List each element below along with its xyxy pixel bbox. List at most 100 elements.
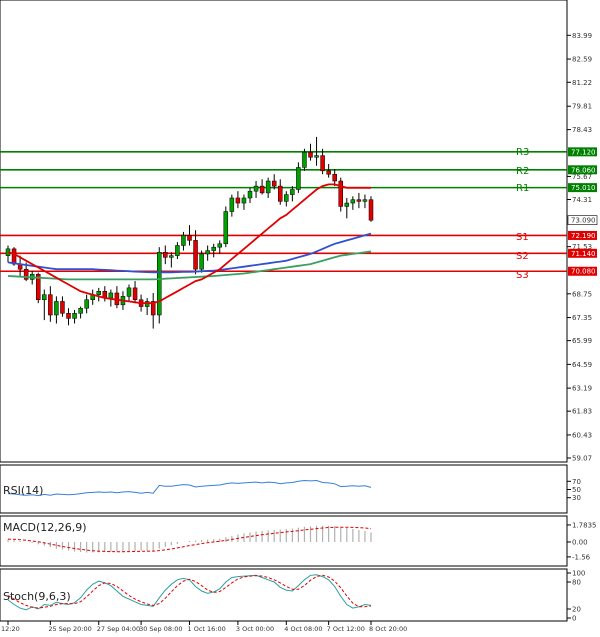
candle-body (78, 307, 83, 314)
candle-body (271, 180, 277, 187)
candle-body (66, 313, 71, 319)
candle-body (132, 287, 138, 300)
candle-body (338, 180, 343, 207)
level-label-s3: S3 (516, 270, 529, 281)
macd-tick-label: 0.00 (572, 538, 588, 546)
candle-body (302, 151, 307, 168)
ma-blue-line (7, 232, 372, 274)
y-tick-label: 78.43 (572, 126, 592, 134)
level-price-tag-text: 72.190 (571, 232, 596, 240)
macd-label: MACD(12,26,9) (3, 521, 87, 534)
level-label-s2: S2 (516, 251, 529, 262)
main-panel-frame (0, 0, 568, 463)
candle-body (205, 250, 210, 255)
y-tick-label: 75.67 (572, 173, 592, 181)
candle-body (42, 294, 47, 300)
stoch-panel-frame (0, 568, 568, 622)
candle-body (193, 240, 198, 270)
candle-body (235, 197, 241, 204)
candle-body (72, 313, 77, 319)
level-price-tag-r3 (568, 147, 597, 157)
macd-signal-line (7, 526, 372, 553)
candle-body (368, 199, 374, 221)
y-tick-label: 74.31 (572, 196, 592, 204)
level-price-tag-r2 (568, 165, 597, 175)
candle-body (11, 248, 17, 265)
candle-body (247, 190, 253, 199)
x-tick-label: 12:20 (1, 625, 20, 633)
ma-green-line (7, 250, 372, 281)
candle-body (181, 235, 186, 246)
candle-body (223, 211, 229, 245)
candle-body (60, 301, 65, 314)
candle-body (259, 185, 265, 194)
x-tick-label: 30 Sep 08:00 (139, 625, 182, 633)
candle-body (356, 199, 362, 202)
candle-body (253, 185, 259, 192)
macd-tick-label: -1.56 (572, 553, 591, 561)
level-price-tag-s1 (568, 230, 597, 240)
rsi-tick-label: 50 (572, 486, 581, 494)
ma-red-line (7, 183, 371, 305)
candle-body (169, 255, 174, 258)
y-tick-label: 79.81 (572, 103, 592, 111)
y-tick-label: 82.59 (572, 56, 592, 64)
x-tick-label: 1 Oct 16:00 (188, 625, 226, 633)
stoch-tick-label: 20 (572, 606, 581, 614)
y-tick-label: 60.43 (572, 431, 592, 439)
x-tick-label: 8 Oct 20:00 (369, 625, 407, 633)
candle-body (332, 173, 337, 182)
candle-body (344, 202, 350, 207)
candle-body (265, 180, 271, 194)
candle-body (199, 253, 204, 270)
y-tick-label: 65.99 (572, 337, 592, 345)
candle-body (157, 252, 162, 316)
level-price-tag-r1 (568, 183, 597, 193)
rsi-label: RSI(14) (3, 484, 43, 497)
y-tick-label: 71.53 (572, 243, 592, 251)
candle-body (54, 301, 59, 316)
candle-body (284, 194, 289, 202)
candle-body (229, 197, 235, 212)
rsi-tick-label: 70 (572, 478, 581, 486)
candle-body (308, 151, 313, 158)
x-tick-label: 4 Oct 08:00 (284, 625, 322, 633)
macd-panel-frame (0, 515, 568, 567)
y-tick-label: 81.22 (572, 79, 592, 87)
stoch-tick-label: 0 (572, 615, 576, 623)
candle-body (290, 189, 295, 195)
candle-body (175, 245, 180, 256)
candle-body (108, 292, 114, 299)
y-tick-label: 63.19 (572, 385, 592, 393)
candle-body (84, 299, 89, 309)
candle-body (241, 197, 247, 204)
stoch-tick-label: 100 (572, 570, 585, 578)
y-tick-label: 61.83 (572, 408, 592, 416)
y-tick-label: 67.35 (572, 314, 592, 322)
current-price-tag-text: 73.090 (571, 217, 596, 225)
x-tick-label: 27 Sep 04:00 (97, 625, 140, 633)
candle-body (96, 291, 101, 295)
x-tick-label: 7 Oct 12:00 (327, 625, 365, 633)
y-tick-label: 83.99 (572, 32, 592, 40)
x-tick-label: 25 Sep 20:00 (48, 625, 91, 633)
candle-body (362, 199, 368, 202)
candle-body (126, 287, 132, 297)
stoch-tick-label: 80 (572, 579, 581, 587)
rsi-line (7, 479, 372, 497)
level-label-s1: S1 (516, 232, 529, 243)
candle-body (320, 155, 325, 172)
level-price-tag-text: 76.060 (571, 166, 596, 174)
candle-body (350, 199, 356, 204)
level-price-tag-s3 (568, 266, 597, 276)
x-tick-label: 3 Oct 00:00 (236, 625, 274, 633)
candle-body (187, 235, 192, 241)
level-price-tag-text: 75.010 (571, 184, 596, 192)
level-price-tag-text: 71.140 (571, 250, 596, 258)
candle-body (217, 243, 222, 248)
candle-body (48, 294, 53, 316)
rsi-panel-frame (0, 464, 568, 514)
level-price-tag-text: 70.080 (571, 268, 596, 276)
rsi-tick-label: 30 (572, 494, 581, 502)
